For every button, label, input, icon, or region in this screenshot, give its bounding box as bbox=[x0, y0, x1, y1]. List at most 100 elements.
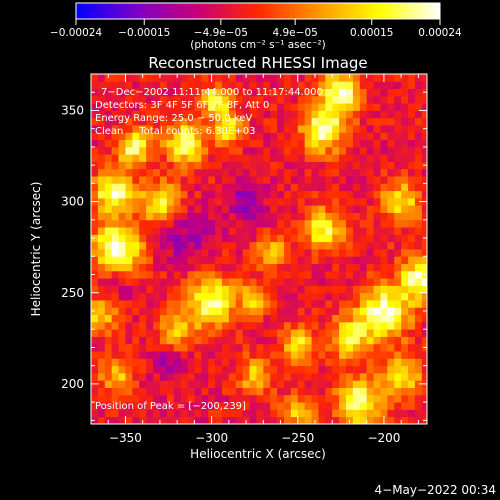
heatmap-cell bbox=[325, 103, 333, 111]
heatmap-cell bbox=[297, 176, 306, 184]
heatmap-cell bbox=[235, 81, 244, 89]
heatmap-cell bbox=[346, 212, 354, 221]
heatmap-cell bbox=[242, 125, 250, 133]
heatmap-cell bbox=[387, 249, 395, 257]
heatmap-cell bbox=[256, 176, 264, 184]
heatmap-cell bbox=[387, 307, 395, 316]
heatmap-cell bbox=[373, 161, 381, 170]
heatmap-cell bbox=[332, 329, 340, 337]
heatmap-cell bbox=[380, 329, 388, 337]
heatmap-cell bbox=[159, 95, 168, 104]
heatmap-cell bbox=[249, 263, 257, 272]
heatmap-cell bbox=[118, 285, 126, 294]
heatmap-cell bbox=[194, 241, 202, 250]
heatmap-cell bbox=[104, 372, 113, 381]
heatmap-cell bbox=[332, 154, 340, 162]
heatmap-cell bbox=[249, 110, 257, 119]
heatmap-cell bbox=[394, 81, 402, 89]
heatmap-cell bbox=[159, 256, 168, 264]
heatmap-cell bbox=[414, 205, 423, 213]
heatmap-cell bbox=[373, 307, 381, 316]
heatmap-cell bbox=[139, 110, 147, 119]
heatmap-cell bbox=[194, 416, 202, 424]
heatmap-cell bbox=[97, 132, 106, 141]
heatmap-cell bbox=[304, 358, 312, 367]
heatmap-cell bbox=[401, 234, 409, 243]
heatmap-cell bbox=[91, 117, 99, 126]
heatmap-cell bbox=[173, 351, 181, 359]
heatmap-cell bbox=[332, 212, 340, 221]
heatmap-cell bbox=[373, 219, 381, 228]
heatmap-cell bbox=[111, 125, 119, 133]
heatmap-cell bbox=[414, 278, 423, 286]
heatmap-cell bbox=[139, 227, 147, 235]
heatmap-cell bbox=[194, 292, 202, 301]
heatmap-cell bbox=[270, 314, 278, 323]
heatmap-cell bbox=[366, 219, 374, 228]
heatmap-cell bbox=[104, 227, 113, 235]
heatmap-cell bbox=[221, 125, 230, 133]
heatmap-cell bbox=[387, 292, 395, 301]
heatmap-cell bbox=[359, 125, 368, 133]
heatmap-cell bbox=[242, 161, 250, 170]
heatmap-cell bbox=[366, 205, 374, 213]
heatmap-cell bbox=[146, 336, 154, 345]
heatmap-cell bbox=[346, 219, 354, 228]
heatmap-cell bbox=[346, 190, 354, 199]
heatmap-cell bbox=[318, 74, 326, 82]
heatmap-cell bbox=[201, 256, 209, 264]
heatmap-cell bbox=[352, 416, 361, 424]
heatmap-cell bbox=[359, 219, 368, 228]
heatmap-cell bbox=[125, 321, 133, 330]
heatmap-cell bbox=[394, 95, 402, 104]
heatmap-cell bbox=[352, 176, 361, 184]
heatmap-cell bbox=[256, 197, 264, 206]
heatmap-cell bbox=[111, 161, 119, 170]
heatmap-cell bbox=[346, 387, 354, 396]
heatmap-cell bbox=[159, 154, 168, 162]
heatmap-cell bbox=[91, 110, 99, 119]
heatmap-cell bbox=[366, 190, 374, 199]
heatmap-cell bbox=[332, 365, 340, 374]
heatmap-cell bbox=[242, 212, 250, 221]
heatmap-cell bbox=[270, 372, 278, 381]
heatmap-cell bbox=[297, 88, 306, 97]
heatmap-cell bbox=[118, 256, 126, 264]
heatmap-cell bbox=[387, 132, 395, 141]
heatmap-cell bbox=[166, 394, 175, 403]
heatmap-cell bbox=[332, 190, 340, 199]
heatmap-cell bbox=[277, 292, 285, 301]
heatmap-cell bbox=[366, 227, 374, 235]
heatmap-cell bbox=[215, 154, 223, 162]
heatmap-cell bbox=[366, 307, 374, 316]
heatmap-cell bbox=[311, 387, 319, 396]
heatmap-cell bbox=[91, 358, 99, 367]
heatmap-cell bbox=[194, 146, 202, 155]
heatmap-cell bbox=[394, 300, 402, 308]
heatmap-cell bbox=[421, 132, 427, 141]
heatmap-cell bbox=[97, 74, 106, 82]
heatmap-cell bbox=[332, 402, 340, 410]
heatmap-cell bbox=[304, 227, 312, 235]
heatmap-cell bbox=[166, 205, 175, 213]
heatmap-cell bbox=[194, 88, 202, 97]
heatmap-cell bbox=[339, 270, 347, 279]
heatmap-cell bbox=[221, 321, 230, 330]
heatmap-cell bbox=[235, 249, 244, 257]
heatmap-cell bbox=[325, 336, 333, 345]
heatmap-cell bbox=[304, 205, 312, 213]
heatmap-cell bbox=[125, 234, 133, 243]
heatmap-cell bbox=[228, 183, 237, 192]
heatmap-cell bbox=[249, 241, 257, 250]
heatmap-cell bbox=[180, 278, 188, 286]
heatmap-cell bbox=[118, 372, 126, 381]
heatmap-cell bbox=[139, 161, 147, 170]
heatmap-cell bbox=[297, 74, 306, 82]
heatmap-cell bbox=[290, 343, 299, 352]
heatmap-cell bbox=[373, 132, 381, 141]
heatmap-cell bbox=[283, 197, 292, 206]
heatmap-cell bbox=[118, 351, 126, 359]
heatmap-cell bbox=[318, 343, 326, 352]
heatmap-cell bbox=[153, 387, 161, 396]
heatmap-cell bbox=[180, 365, 188, 374]
